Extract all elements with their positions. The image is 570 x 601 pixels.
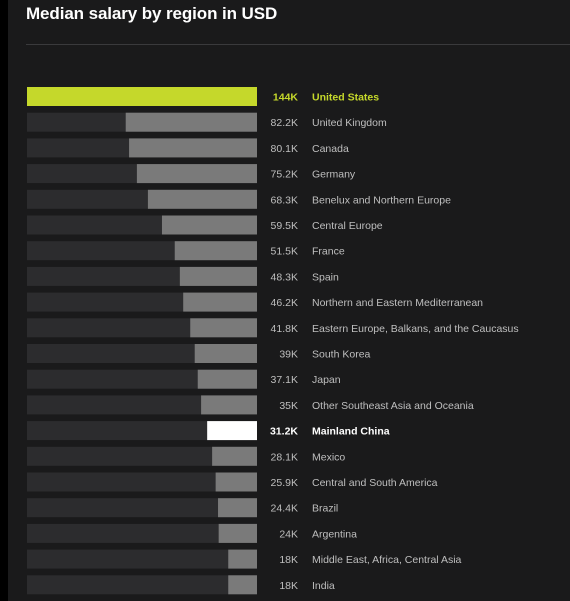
bar-central-and-south-america — [215, 472, 257, 492]
value-label-germany: 75.2K — [271, 169, 298, 181]
category-label-united-states: United States — [312, 92, 379, 104]
value-label-united-states: 144K — [273, 92, 299, 104]
bar-eastern-europe-balkans-and-the-caucasus — [190, 318, 257, 338]
bar-canada — [129, 138, 257, 158]
bar-track-mexico — [27, 446, 257, 466]
value-label-south-korea: 39K — [279, 349, 298, 361]
bar-track-brazil — [27, 498, 257, 518]
bar-brazil — [218, 498, 257, 518]
category-label-japan: Japan — [312, 374, 341, 386]
category-label-canada: Canada — [312, 143, 349, 155]
bar-track-central-and-south-america — [27, 472, 257, 492]
title-divider — [26, 44, 570, 45]
category-label-other-southeast-asia-and-oceania: Other Southeast Asia and Oceania — [312, 400, 474, 412]
bar-central-europe — [161, 215, 257, 235]
bar-south-korea — [194, 344, 257, 363]
bar-mainland-china — [207, 421, 257, 441]
value-label-brazil: 24.4K — [271, 503, 298, 515]
category-label-spain: Spain — [312, 271, 339, 283]
value-label-northern-and-eastern-mediterranean: 46.2K — [271, 297, 298, 309]
bar-track-mainland-china — [27, 421, 257, 441]
value-label-middle-east-africa-central-asia: 18K — [279, 554, 298, 566]
value-label-other-southeast-asia-and-oceania: 35K — [279, 400, 298, 412]
bar-track-argentina — [27, 523, 257, 543]
value-label-central-europe: 59.5K — [271, 220, 298, 232]
category-label-argentina: Argentina — [312, 528, 357, 540]
value-label-spain: 48.3K — [271, 271, 298, 283]
category-label-mainland-china: Mainland China — [312, 426, 390, 438]
category-label-benelux-and-northern-europe: Benelux and Northern Europe — [312, 194, 451, 206]
category-label-mexico: Mexico — [312, 451, 345, 463]
value-label-canada: 80.1K — [271, 143, 298, 155]
category-label-germany: Germany — [312, 169, 356, 181]
value-label-mainland-china: 31.2K — [270, 426, 298, 438]
category-label-united-kingdom: United Kingdom — [312, 117, 387, 129]
category-label-france: France — [312, 246, 345, 258]
category-label-brazil: Brazil — [312, 503, 338, 515]
value-label-eastern-europe-balkans-and-the-caucasus: 41.8K — [271, 323, 298, 335]
bar-northern-and-eastern-mediterranean — [183, 292, 257, 312]
bar-india — [228, 575, 257, 595]
bar-other-southeast-asia-and-oceania — [201, 395, 257, 415]
category-label-south-korea: South Korea — [312, 349, 371, 361]
bar-benelux-and-northern-europe — [147, 189, 257, 209]
bar-track-middle-east-africa-central-asia — [27, 549, 257, 569]
bar-track-other-southeast-asia-and-oceania — [27, 395, 257, 415]
bar-france — [174, 241, 257, 261]
category-label-eastern-europe-balkans-and-the-caucasus: Eastern Europe, Balkans, and the Caucasu… — [312, 323, 519, 335]
value-label-united-kingdom: 82.2K — [271, 117, 298, 129]
category-label-central-and-south-america: Central and South America — [312, 477, 438, 489]
bar-spain — [179, 266, 257, 286]
bar-argentina — [218, 523, 257, 543]
category-label-india: India — [312, 580, 335, 592]
category-label-northern-and-eastern-mediterranean: Northern and Eastern Mediterranean — [312, 297, 483, 309]
value-label-japan: 37.1K — [271, 374, 298, 386]
value-label-central-and-south-america: 25.9K — [271, 477, 298, 489]
bar-mexico — [212, 446, 257, 466]
bar-united-kingdom — [125, 112, 257, 132]
value-label-mexico: 28.1K — [271, 451, 298, 463]
value-label-benelux-and-northern-europe: 68.3K — [271, 194, 298, 206]
bar-united-states — [27, 87, 257, 106]
value-label-argentina: 24K — [279, 528, 298, 540]
value-label-france: 51.5K — [271, 246, 298, 258]
chart-title: Median salary by region in USD — [26, 4, 278, 23]
bar-germany — [136, 164, 257, 184]
bar-middle-east-africa-central-asia — [228, 549, 257, 569]
category-label-central-europe: Central Europe — [312, 220, 383, 232]
bar-japan — [197, 369, 257, 389]
bar-track-india — [27, 575, 257, 595]
category-label-middle-east-africa-central-asia: Middle East, Africa, Central Asia — [312, 554, 462, 566]
value-label-india: 18K — [279, 580, 298, 592]
